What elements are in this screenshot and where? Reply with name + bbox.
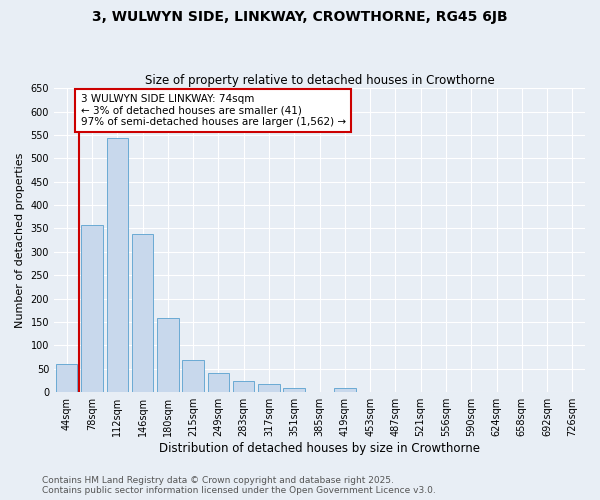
Text: 3 WULWYN SIDE LINKWAY: 74sqm
← 3% of detached houses are smaller (41)
97% of sem: 3 WULWYN SIDE LINKWAY: 74sqm ← 3% of det…	[80, 94, 346, 127]
Bar	[233, 382, 254, 392]
Text: Contains HM Land Registry data © Crown copyright and database right 2025.
Contai: Contains HM Land Registry data © Crown c…	[42, 476, 436, 495]
Bar	[132, 234, 153, 392]
Bar	[283, 388, 305, 392]
Bar	[157, 318, 179, 392]
Bar	[182, 360, 204, 392]
Title: Size of property relative to detached houses in Crowthorne: Size of property relative to detached ho…	[145, 74, 494, 87]
Bar	[334, 388, 356, 392]
X-axis label: Distribution of detached houses by size in Crowthorne: Distribution of detached houses by size …	[159, 442, 480, 455]
Bar	[56, 364, 77, 392]
Bar	[81, 225, 103, 392]
Text: 3, WULWYN SIDE, LINKWAY, CROWTHORNE, RG45 6JB: 3, WULWYN SIDE, LINKWAY, CROWTHORNE, RG4…	[92, 10, 508, 24]
Bar	[208, 372, 229, 392]
Bar	[107, 138, 128, 392]
Bar	[258, 384, 280, 392]
Y-axis label: Number of detached properties: Number of detached properties	[15, 152, 25, 328]
